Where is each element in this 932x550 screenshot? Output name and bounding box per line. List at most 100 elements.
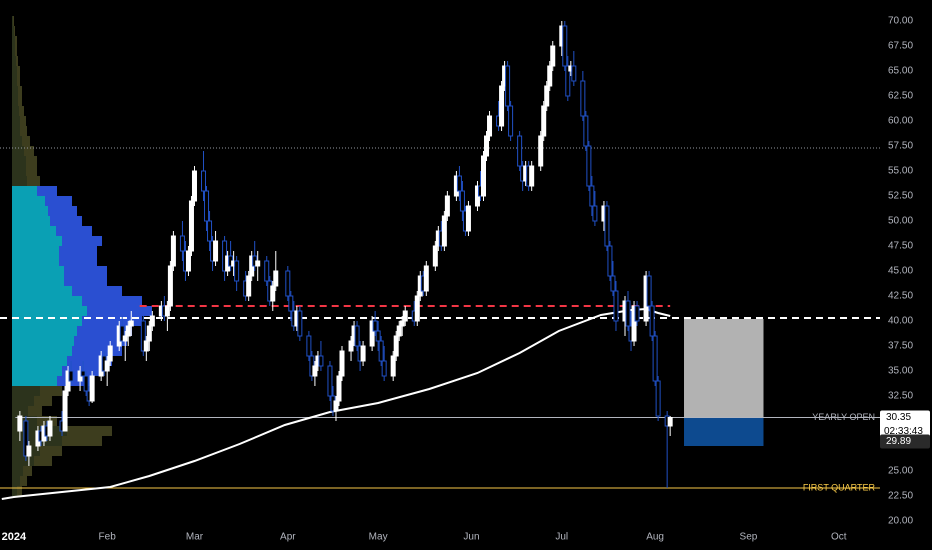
candle-body <box>538 135 544 167</box>
candle-body <box>83 375 89 392</box>
volume-profile-up-bar <box>12 376 57 386</box>
candle-body <box>508 105 514 137</box>
price-tag <box>880 410 930 439</box>
candle-body <box>191 170 197 202</box>
candle-body <box>541 105 547 137</box>
candle-body <box>390 355 396 377</box>
x-tick-label: Sep <box>740 532 758 543</box>
candle-body <box>107 345 113 362</box>
y-tick-label: 70.00 <box>888 16 913 27</box>
level-label: FIRST QUARTER <box>803 482 876 492</box>
candle-body <box>402 310 408 322</box>
y-tick-label: 37.50 <box>888 341 913 352</box>
candle-body <box>26 445 32 457</box>
volume-profile-up-bar <box>12 286 72 296</box>
candle-body <box>204 190 210 222</box>
candle-body <box>246 275 252 297</box>
volume-profile-up-bar <box>12 216 50 226</box>
y-tick-label: 47.50 <box>888 241 913 252</box>
candle-body <box>529 165 535 187</box>
candle-body <box>396 325 402 337</box>
candle-body <box>23 420 29 457</box>
candle-body <box>288 295 294 312</box>
candle-body <box>47 420 53 437</box>
candle-body <box>297 310 303 337</box>
candle-body <box>146 325 152 342</box>
y-tick-label: 42.50 <box>888 291 913 302</box>
level-label: YEARLY OPEN <box>812 412 875 422</box>
y-tick-label: 52.50 <box>888 191 913 202</box>
candle-body <box>348 340 354 352</box>
candle-body <box>505 65 511 107</box>
y-tick-label: 35.00 <box>888 366 913 377</box>
y-tick-label: 40.00 <box>888 316 913 327</box>
volume-profile-up-bar <box>12 96 18 106</box>
candle-body <box>378 340 384 362</box>
position-box-lower <box>684 417 764 446</box>
candle-body <box>487 115 493 137</box>
candle-body <box>652 335 658 382</box>
candle-body <box>207 220 213 242</box>
candle-body <box>586 145 592 187</box>
volume-profile-up-bar <box>12 246 59 256</box>
candle-body <box>517 135 523 167</box>
y-tick-label: 65.00 <box>888 66 913 77</box>
candle-body <box>550 45 556 67</box>
candle-body <box>655 380 661 417</box>
volume-profile-up-bar <box>12 386 40 396</box>
candle-body <box>369 320 375 347</box>
candle-body <box>499 85 505 127</box>
volume-profile-up-bar <box>12 116 20 126</box>
y-tick-label: 20.00 <box>888 516 913 527</box>
candle-body <box>580 80 586 117</box>
volume-profile-up-bar <box>12 466 23 476</box>
volume-profile-up-bar <box>12 306 87 316</box>
candle-body <box>634 305 640 322</box>
candle-body <box>273 270 279 287</box>
x-tick-label: May <box>369 532 388 543</box>
x-tick-label: Jun <box>463 532 479 543</box>
candle-body <box>270 285 276 302</box>
candle-body <box>547 65 553 87</box>
candle-body <box>119 325 125 342</box>
x-tick-label: Apr <box>280 532 296 543</box>
candle-body <box>414 295 420 322</box>
candle-body <box>444 195 450 217</box>
volume-profile-up-bar <box>12 26 14 36</box>
candle-body <box>285 270 291 297</box>
candle-body <box>646 275 652 307</box>
candle-body <box>625 300 631 327</box>
candle-body <box>613 290 619 322</box>
candle-body <box>327 365 333 397</box>
candle-body <box>80 370 86 377</box>
candle-body <box>312 365 318 377</box>
candle-body <box>631 305 637 342</box>
volume-profile-up-bar <box>12 16 13 26</box>
volume-profile-up-bar <box>12 156 26 166</box>
y-tick-label: 45.00 <box>888 266 913 277</box>
price-tag-label: 30.35 <box>886 412 911 423</box>
candle-body <box>465 205 471 232</box>
volume-profile-up-bar <box>12 226 56 236</box>
y-tick-label: 22.50 <box>888 491 913 502</box>
y-tick-label: 50.00 <box>888 216 913 227</box>
volume-profile-up-bar <box>12 346 72 356</box>
candle-body <box>432 245 438 267</box>
price-tag <box>880 434 930 449</box>
volume-profile-up-bar <box>12 326 77 336</box>
candle-body <box>339 350 345 377</box>
candle-body <box>140 320 146 352</box>
candle-body <box>399 320 405 327</box>
candle-body <box>571 65 577 82</box>
volume-profile-up-bar <box>12 76 17 86</box>
price-tag-label: 29.89 <box>886 436 911 447</box>
candle-body <box>336 375 342 402</box>
y-tick-label: 55.00 <box>888 166 913 177</box>
y-tick-label: 62.50 <box>888 91 913 102</box>
x-tick-label: Jul <box>555 532 568 543</box>
candle-body <box>255 260 261 267</box>
price-tag-countdown: 02:33:43 <box>884 426 923 437</box>
candle-body <box>213 240 219 262</box>
candle-body <box>441 215 447 247</box>
